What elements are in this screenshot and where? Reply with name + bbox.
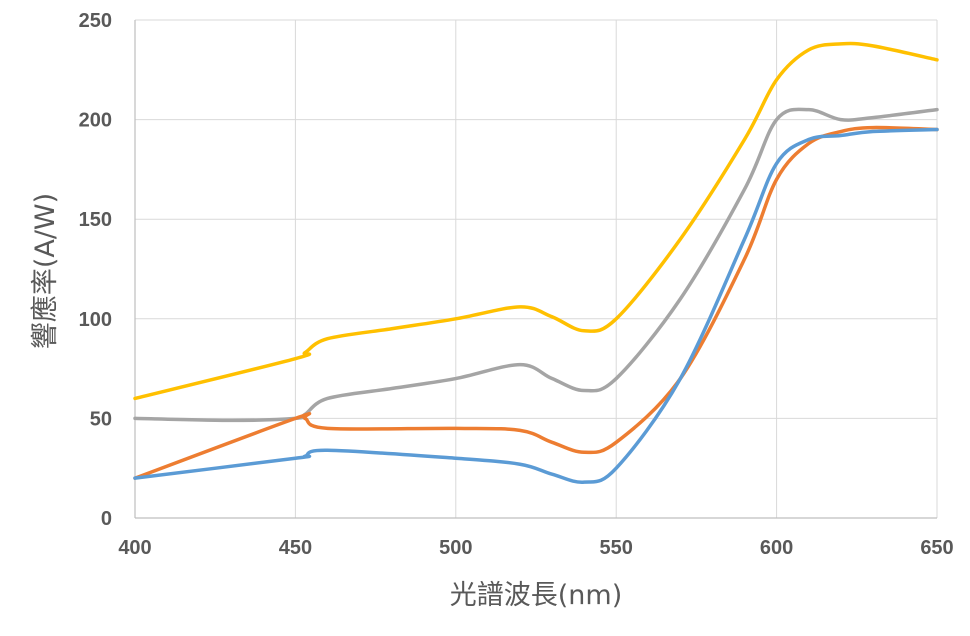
y-tick-label: 100	[79, 309, 112, 331]
y-tick-label: 200	[79, 110, 112, 132]
tick-labels: 0 50 100 150 200 250 400 450 500 550 600 650	[79, 10, 954, 559]
x-tick-label: 550	[600, 537, 633, 559]
x-tick-label: 600	[760, 537, 793, 559]
y-axis-title: 響應率(A/W)	[30, 193, 61, 349]
x-tick-label: 650	[920, 537, 953, 559]
x-tick-label: 400	[118, 537, 151, 559]
x-tick-label: 500	[439, 537, 472, 559]
series-line-3	[133, 125, 939, 480]
y-tick-label: 250	[79, 10, 112, 32]
x-tick-label: 450	[279, 537, 312, 559]
axes	[134, 20, 937, 519]
y-tick-label: 150	[79, 209, 112, 231]
series-line-4	[133, 127, 939, 484]
y-tick-label: 50	[90, 408, 112, 430]
gridlines	[135, 19, 938, 518]
y-tick-label: 0	[101, 508, 112, 530]
x-axis-title: 光譜波長(nm)	[450, 580, 622, 611]
series-lines	[133, 41, 939, 484]
series-line-2	[133, 107, 939, 423]
series-line-1	[133, 41, 939, 401]
